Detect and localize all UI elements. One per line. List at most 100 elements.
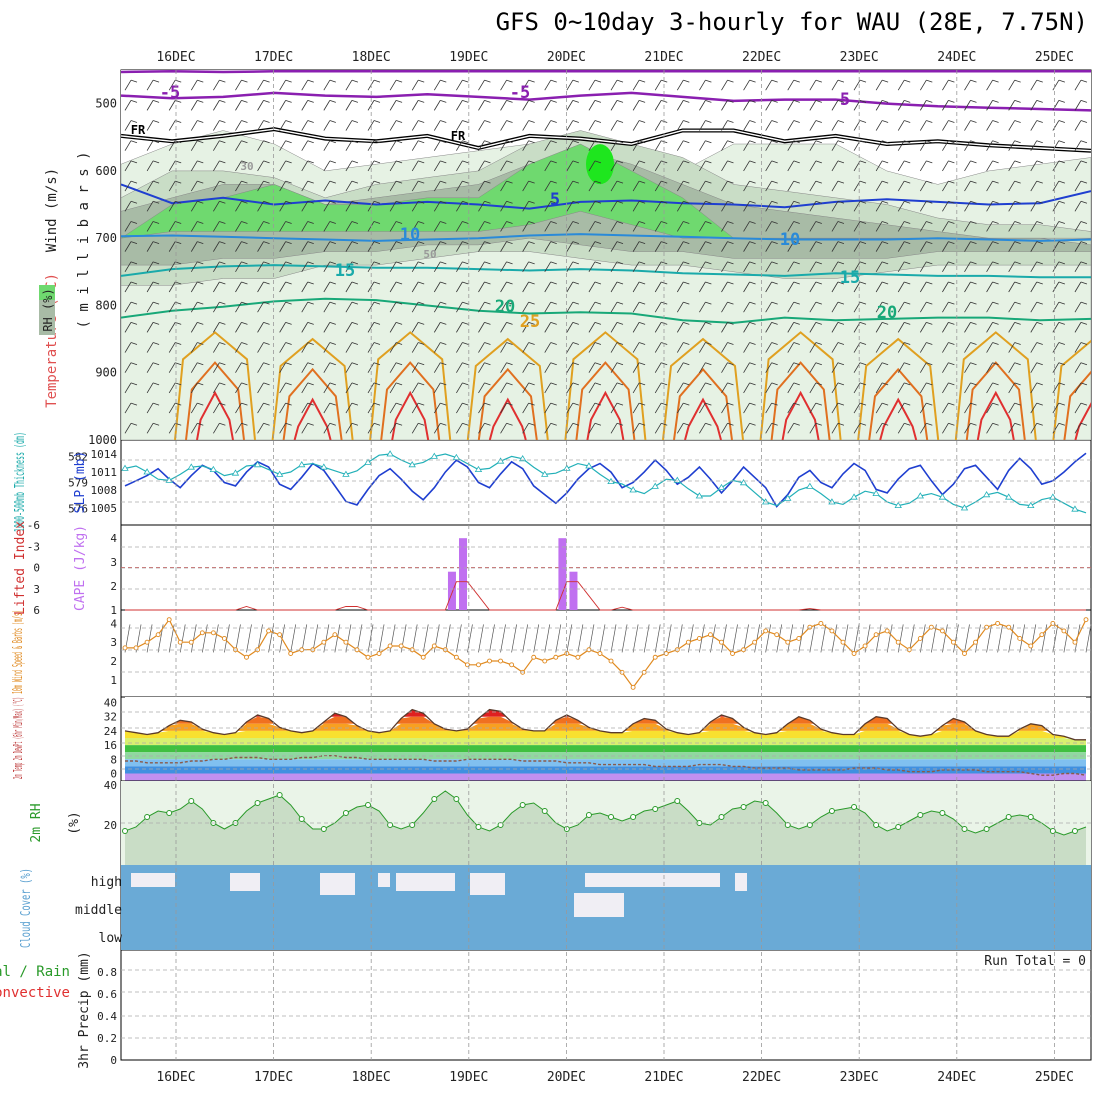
temp-tick: 24 (104, 725, 118, 738)
wind-barb (544, 402, 557, 414)
wind-barb (588, 281, 602, 293)
wind10m-barb (334, 624, 341, 653)
precip-panel: 0 0.2 0.4 0.6 0.8 (97, 966, 117, 1067)
wind-barb (809, 342, 822, 353)
wind-barb (699, 79, 712, 91)
wind10m-barb (367, 624, 374, 653)
wind-barb (279, 241, 292, 252)
wind10m-point (1028, 643, 1034, 649)
wind-barb (235, 382, 248, 394)
wind-barb (919, 241, 933, 252)
wind-barb (588, 422, 602, 434)
wind-barb (897, 301, 911, 313)
wind-barb (544, 382, 557, 394)
wind-barb (257, 160, 270, 172)
wind10m-barb (853, 624, 860, 653)
wind-barb (500, 261, 513, 273)
wind-barb (1052, 362, 1065, 373)
cape-tick: 3 (110, 556, 117, 569)
wind-barb (610, 180, 624, 192)
wind-barb (875, 321, 889, 333)
wind-barb (676, 99, 690, 111)
slp-point (298, 461, 306, 468)
wind-barb (919, 200, 933, 212)
wind10m-barb (732, 624, 738, 653)
warm-contour (879, 397, 918, 440)
wind10m-barb (422, 624, 429, 653)
precip-tick: 0.2 (97, 1032, 117, 1045)
warm-contour (770, 361, 831, 440)
wind10m-point (597, 651, 603, 656)
wind-barb (500, 342, 513, 353)
warm-contour (466, 337, 549, 440)
wind-barb (411, 261, 425, 273)
wind10m-barb (544, 624, 551, 653)
wind-barb (787, 382, 800, 394)
wind10m-barb (1085, 624, 1092, 653)
wind-barb (478, 140, 491, 151)
temp-tick: 16 (104, 739, 117, 752)
wind-barb (168, 402, 182, 414)
wind10m-barb (179, 624, 186, 653)
wind-barb (897, 120, 911, 131)
wind-barb (1008, 140, 1021, 151)
wind10m-point (144, 639, 150, 645)
pressure-tick: 700 (95, 231, 117, 245)
wind-barb (588, 342, 602, 353)
wind10m-barb (1041, 624, 1048, 653)
wind-barb (809, 79, 822, 91)
wind-barb (853, 241, 867, 252)
rh-line (124, 790, 1087, 836)
wind-barb (478, 241, 491, 252)
rh-point (320, 826, 327, 832)
wind-barb (919, 79, 933, 91)
wind-barb (279, 382, 292, 394)
wind10m-point (210, 630, 216, 636)
wind-barb (588, 321, 602, 333)
wind-barb (897, 221, 911, 232)
wind-barb (610, 281, 624, 293)
wind-barb (522, 362, 535, 373)
wind-barb (456, 362, 469, 373)
wind-barb (544, 281, 557, 293)
wind-barb (190, 281, 204, 293)
x-tick-bottom: 17DEC (254, 1070, 293, 1085)
wind-barb (345, 422, 359, 434)
wind10m-point (188, 639, 194, 645)
wind-barb (610, 422, 624, 434)
wind-barb (456, 422, 469, 434)
ylabel-rh2m: 2m RH (29, 803, 44, 842)
wind10m-point (155, 632, 161, 638)
wind-barb (301, 140, 314, 151)
rh-point (762, 800, 769, 806)
wind-barb (279, 79, 292, 91)
wind-barb (146, 79, 160, 91)
wind-barb (897, 241, 911, 252)
wind-barb (146, 342, 160, 353)
thickness-line (124, 452, 1087, 508)
wind-barb (919, 362, 933, 373)
wind-barb (632, 321, 646, 333)
wind-barb (323, 362, 336, 373)
wind10m-point (730, 651, 735, 656)
wind-barb (964, 241, 977, 252)
wind-barb (743, 422, 756, 434)
wind-barb (213, 321, 226, 333)
wind-barb (323, 321, 336, 333)
wind-barb (1008, 79, 1021, 91)
slp-point (585, 462, 593, 469)
y-axis-labels: Wind (m/s) Temperature (°C) ( m i l l i … (0, 151, 1086, 1068)
wind-barb (588, 261, 602, 273)
wind-barb (1052, 321, 1065, 333)
wind-barb (919, 321, 933, 333)
wind-barb (522, 160, 535, 172)
wind-barb (919, 422, 933, 434)
cloud-gap (470, 873, 505, 895)
precip-tick: 0.8 (97, 966, 117, 979)
wind-barb (389, 120, 403, 131)
contour-label: 50 (423, 248, 436, 261)
wind-barb (301, 221, 314, 232)
wind-barb (257, 321, 270, 333)
wind-barb (875, 422, 889, 434)
